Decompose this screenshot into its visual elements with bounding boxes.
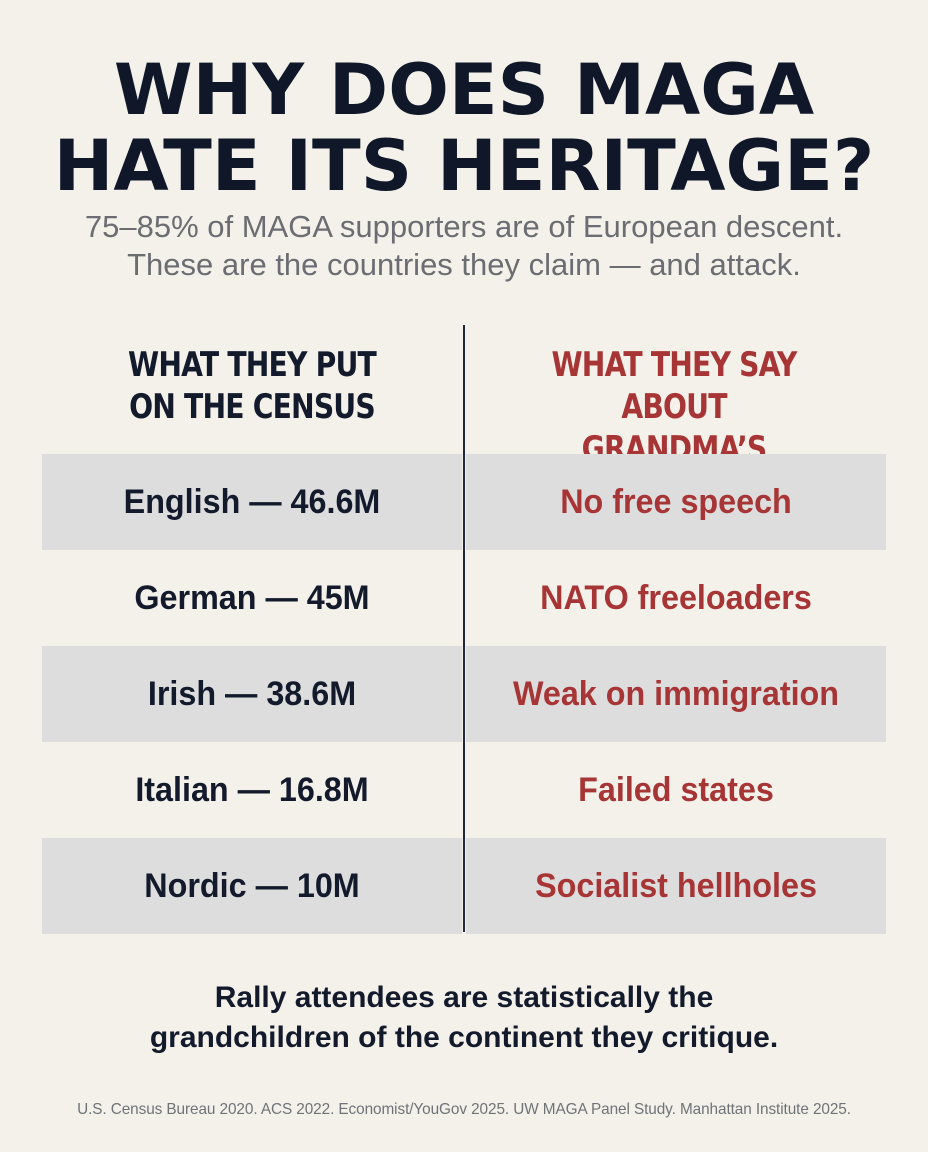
conclusion-line-2: grandchildren of the continent they crit…	[149, 1021, 779, 1054]
left-cell-background	[42, 454, 462, 550]
table-row: German — 45M NATO freeloaders	[42, 550, 886, 646]
left-column-header-line-2: ON THE CENSUS	[129, 387, 376, 427]
table-row: English — 46.6M No free speech	[42, 454, 886, 550]
conclusion-text: Rally attendees are statistically the gr…	[0, 978, 928, 1058]
right-column-header-line-1: WHAT THEY SAY ABOUT	[551, 345, 797, 427]
right-cell-background	[466, 838, 886, 934]
claim-cell: Weak on immigration	[512, 675, 840, 713]
left-column-header: WHAT THEY PUT ON THE CENSUS	[86, 344, 418, 428]
claim-cell: No free speech	[560, 483, 792, 521]
census-cell: Nordic — 10M	[144, 867, 360, 905]
census-cell: German — 45M	[134, 579, 370, 617]
table-row: Nordic — 10M Socialist hellholes	[42, 838, 886, 934]
census-cell: Irish — 38.6M	[147, 675, 357, 713]
page-title: WHY DOES MAGA HATE ITS HERITAGE?	[0, 52, 928, 204]
left-cell-background	[42, 838, 462, 934]
left-cell-background	[42, 646, 462, 742]
claim-cell: NATO freeloaders	[540, 579, 812, 617]
sources-footnote: U.S. Census Bureau 2020. ACS 2022. Econo…	[77, 1101, 851, 1118]
conclusion-line-1: Rally attendees are statistically the	[214, 981, 714, 1014]
subtitle-line-1: 75–85% of MAGA supporters are of Europea…	[84, 209, 844, 244]
title-line-1: WHY DOES MAGA	[113, 49, 815, 131]
comparison-table: English — 46.6M No free speech German — …	[42, 454, 886, 934]
table-row: Italian — 16.8M Failed states	[42, 742, 886, 838]
subtitle: 75–85% of MAGA supporters are of Europea…	[0, 208, 928, 284]
census-cell: English — 46.6M	[123, 483, 381, 521]
claim-cell: Socialist hellholes	[535, 867, 817, 905]
census-cell: Italian — 16.8M	[135, 771, 369, 809]
right-cell-background	[466, 646, 886, 742]
title-line-2: HATE ITS HERITAGE?	[53, 125, 875, 207]
claim-cell: Failed states	[578, 771, 774, 809]
table-row: Irish — 38.6M Weak on immigration	[42, 646, 886, 742]
left-column-header-line-1: WHAT THEY PUT	[128, 345, 377, 385]
subtitle-line-2: These are the countries they claim — and…	[127, 247, 801, 282]
column-divider	[463, 325, 465, 932]
right-cell-background	[466, 454, 886, 550]
